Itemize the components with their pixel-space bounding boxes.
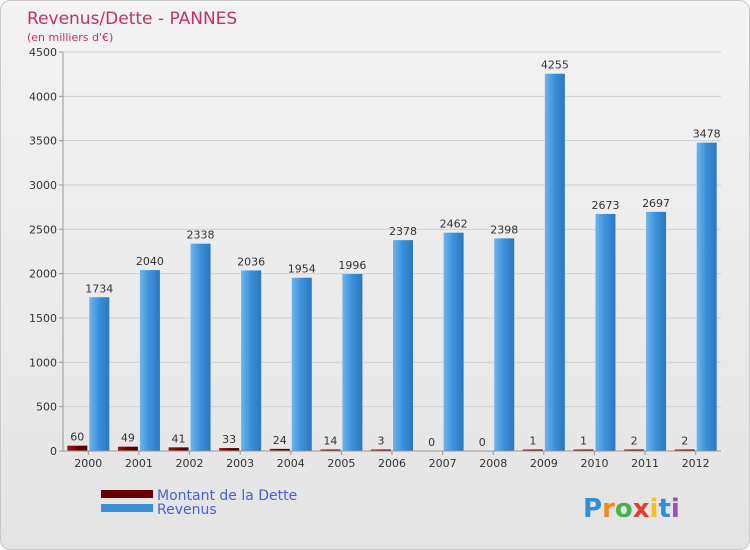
bar-revenus	[646, 211, 667, 451]
bar-revenus	[190, 243, 211, 451]
bar-revenus	[89, 297, 110, 451]
x-tick-label: 2008	[479, 457, 507, 470]
y-tick-label: 0	[50, 445, 57, 458]
bar-revenus	[291, 277, 312, 451]
x-tick-label: 2001	[125, 457, 153, 470]
label-dette: 24	[273, 434, 287, 447]
label-dette: 0	[479, 436, 486, 449]
x-tick-label: 2011	[631, 457, 659, 470]
x-axis-ticks: 2000 2001 2002 2003 2004 2005 2006 2007 2008 2009…	[74, 451, 710, 470]
x-tick-label: 2006	[378, 457, 406, 470]
bar-dette	[674, 449, 695, 451]
bar-revenus	[595, 213, 616, 451]
label-revenus: 2398	[490, 223, 518, 236]
label-dette: 3	[378, 435, 385, 448]
bar-dette	[371, 449, 391, 451]
label-revenus: 2462	[440, 218, 468, 231]
label-revenus: 2036	[237, 255, 265, 268]
x-tick-label: 2012	[682, 457, 710, 470]
x-tick-label: 2005	[327, 457, 355, 470]
legend-label-revenus: Revenus	[157, 502, 217, 518]
y-tick-label: 2500	[29, 223, 57, 236]
x-tick-label: 2007	[429, 457, 457, 470]
y-tick-label: 3000	[29, 179, 57, 192]
bar-dette	[522, 449, 543, 451]
label-dette: 60	[70, 431, 84, 444]
bar-revenus	[443, 232, 464, 451]
label-dette: 2	[681, 435, 688, 448]
x-tick-label: 2002	[176, 457, 204, 470]
bar-revenus	[342, 274, 363, 451]
bar-revenus	[494, 238, 515, 451]
label-dette: 1	[529, 435, 536, 448]
legend-label-debt: Montant de la Dette	[157, 488, 297, 504]
bar-dette	[573, 449, 594, 451]
label-revenus: 2040	[136, 255, 164, 268]
bar-revenus	[139, 270, 160, 451]
label-dette: 2	[631, 435, 638, 448]
y-tick-label: 4500	[29, 46, 57, 59]
label-dette: 1	[580, 435, 587, 448]
x-tick-label: 2004	[277, 457, 305, 470]
bar-dette	[117, 446, 138, 451]
y-tick-label: 1500	[29, 312, 57, 325]
bar-dette	[624, 449, 645, 451]
bar-revenus	[696, 142, 717, 451]
label-dette: 41	[172, 432, 186, 445]
y-axis-ticks: 0 500 1000 1500 2000 2500 3000 3500 4000 4500	[29, 46, 63, 458]
y-tick-label: 4000	[29, 90, 57, 103]
x-tick-label: 2009	[530, 457, 558, 470]
bar-dette	[320, 449, 341, 451]
label-revenus: 4255	[541, 59, 569, 72]
label-revenus: 1954	[288, 263, 316, 276]
label-revenus: 2378	[389, 225, 417, 238]
label-dette: 0	[428, 436, 435, 449]
grid-lines	[63, 51, 721, 452]
legend-swatch-debt	[101, 490, 153, 498]
chart-subtitle: (en milliers d'€)	[27, 31, 113, 44]
bar-dette	[168, 447, 189, 451]
x-tick-label: 2010	[580, 457, 608, 470]
label-revenus: 3478	[693, 128, 721, 141]
label-revenus: 2338	[187, 229, 215, 242]
label-revenus: 2673	[591, 199, 619, 212]
legend: Montant de la Dette Revenus	[101, 488, 297, 518]
bar-revenus	[241, 270, 262, 451]
bar-dette	[269, 448, 290, 451]
x-tick-label: 2000	[74, 457, 102, 470]
legend-swatch-revenus	[101, 504, 153, 512]
label-revenus: 1734	[85, 282, 113, 295]
bar-revenus	[544, 73, 565, 452]
label-dette: 33	[222, 433, 236, 446]
bars: 60 1734 49 2040 41 2338 33 2036 24 1954 14 1996 3 237…	[67, 59, 721, 452]
label-revenus: 2697	[642, 197, 670, 210]
x-tick-label: 2003	[226, 457, 254, 470]
label-dette: 14	[323, 435, 337, 448]
bar-revenus	[393, 240, 413, 451]
y-tick-label: 500	[36, 401, 57, 414]
bar-dette	[67, 445, 88, 451]
chart-title: Revenus/Dette - PANNES	[27, 9, 237, 29]
bar-dette	[219, 448, 240, 451]
proxiti-logo: Proxiti	[583, 494, 680, 524]
y-tick-label: 2000	[29, 268, 57, 281]
y-tick-label: 1000	[29, 356, 57, 369]
y-tick-label: 3500	[29, 135, 57, 148]
label-revenus: 1996	[338, 259, 366, 272]
svg-text:Proxiti: Proxiti	[583, 494, 680, 524]
label-dette: 49	[121, 432, 135, 445]
